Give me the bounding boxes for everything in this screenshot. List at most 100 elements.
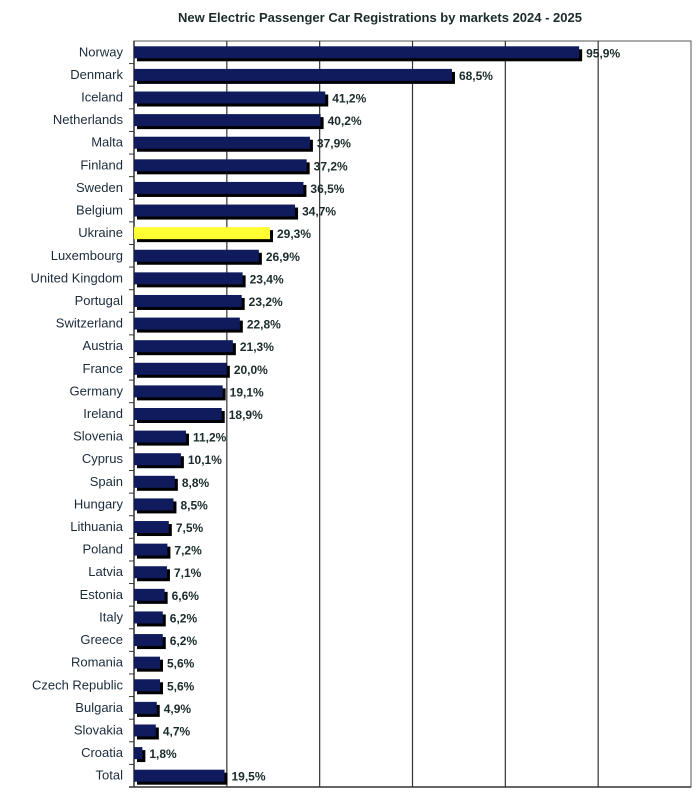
category-label: Total — [96, 768, 124, 783]
category-label: Poland — [83, 542, 123, 557]
value-label: 5,6% — [167, 657, 195, 671]
value-label: 11,2% — [193, 431, 227, 445]
category-label: Hungary — [74, 496, 124, 511]
category-label: Italy — [99, 609, 123, 624]
value-label: 18,9% — [229, 408, 263, 422]
bar-ukraine — [134, 227, 271, 240]
bar-romania — [134, 656, 160, 669]
value-label: 29,3% — [277, 227, 311, 241]
bar-ireland — [134, 408, 222, 420]
value-label: 10,1% — [188, 453, 222, 467]
value-label: 6,2% — [170, 634, 198, 648]
bar-united-kingdom — [134, 272, 243, 285]
value-label: 7,5% — [176, 521, 204, 535]
category-label: Croatia — [81, 745, 124, 760]
bar-denmark — [134, 68, 452, 81]
bar-cyprus — [134, 453, 181, 466]
bar-sweden — [134, 181, 304, 194]
bar-iceland — [134, 91, 326, 104]
value-label: 95,9% — [586, 46, 620, 60]
value-label: 8,8% — [182, 476, 210, 490]
category-label: Belgium — [76, 203, 123, 218]
value-label: 37,9% — [317, 137, 351, 151]
bar-belgium — [134, 204, 296, 217]
bar-slovakia — [134, 724, 156, 737]
bar-greece — [134, 634, 163, 647]
bar-portugal — [134, 294, 242, 307]
category-label: Ireland — [83, 406, 123, 421]
bar-poland — [134, 543, 168, 556]
category-label: Romania — [71, 655, 124, 670]
value-label: 22,8% — [247, 318, 281, 332]
bar-latvia — [134, 566, 167, 579]
value-label: 68,5% — [459, 69, 493, 83]
category-label: Slovakia — [74, 722, 124, 737]
bar-switzerland — [134, 317, 240, 330]
bar-malta — [134, 136, 310, 149]
bar-croatia — [134, 747, 143, 760]
category-label: Czech Republic — [32, 677, 124, 692]
category-label: Lithuania — [70, 519, 124, 534]
value-label: 34,7% — [302, 205, 336, 219]
category-label: United Kingdom — [31, 270, 124, 285]
category-label: Germany — [70, 383, 124, 398]
bar-italy — [134, 611, 163, 624]
value-label: 19,5% — [232, 770, 266, 784]
value-label: 19,1% — [230, 385, 264, 399]
category-label: France — [83, 361, 123, 376]
category-label: Austria — [83, 338, 124, 353]
category-label: Iceland — [81, 90, 123, 105]
value-label: 4,7% — [163, 724, 191, 738]
value-label: 23,2% — [249, 295, 283, 309]
value-label: 20,0% — [234, 363, 268, 377]
category-label: Sweden — [76, 180, 123, 195]
value-label: 23,4% — [250, 272, 284, 286]
bar-czech-republic — [134, 679, 160, 692]
value-label: 6,6% — [172, 589, 200, 603]
category-label: Netherlands — [53, 112, 124, 127]
category-label: Finland — [80, 157, 123, 172]
category-label: Norway — [79, 44, 124, 59]
bar-netherlands — [134, 114, 321, 127]
bar-luxembourg — [134, 249, 259, 262]
category-label: Latvia — [88, 564, 123, 579]
category-label: Malta — [91, 135, 124, 150]
category-label: Slovenia — [73, 429, 124, 444]
value-label: 41,2% — [332, 92, 366, 106]
category-label: Luxembourg — [51, 248, 123, 263]
category-label: Greece — [80, 632, 123, 647]
value-label: 7,1% — [174, 566, 202, 580]
value-label: 8,5% — [180, 498, 208, 512]
category-label: Spain — [90, 474, 123, 489]
bar-total — [134, 769, 225, 782]
value-label: 6,2% — [170, 611, 198, 625]
bar-austria — [134, 340, 233, 353]
chart-title: New Electric Passenger Car Registrations… — [178, 10, 582, 25]
category-label: Ukraine — [78, 225, 123, 240]
bar-estonia — [134, 588, 165, 601]
category-label: Denmark — [70, 67, 123, 82]
category-label: Bulgaria — [75, 700, 123, 715]
category-label: Switzerland — [56, 316, 123, 331]
value-label: 21,3% — [240, 340, 274, 354]
bar-bulgaria — [134, 701, 157, 714]
bar-slovenia — [134, 430, 186, 443]
category-label: Estonia — [80, 587, 124, 602]
value-label: 1,8% — [149, 747, 177, 761]
bar-finland — [134, 159, 307, 172]
value-label: 4,9% — [164, 702, 192, 716]
value-label: 40,2% — [328, 114, 362, 128]
value-label: 5,6% — [167, 679, 195, 693]
bar-norway — [134, 46, 580, 59]
value-label: 37,2% — [314, 159, 348, 173]
bar-spain — [134, 475, 175, 488]
bar-lithuania — [134, 521, 169, 534]
value-label: 7,2% — [174, 544, 202, 558]
category-label: Portugal — [75, 293, 124, 308]
bar-hungary — [134, 498, 174, 511]
value-label: 26,9% — [266, 250, 300, 264]
category-label: Cyprus — [82, 451, 124, 466]
bar-france — [134, 362, 227, 375]
bar-germany — [134, 385, 223, 398]
